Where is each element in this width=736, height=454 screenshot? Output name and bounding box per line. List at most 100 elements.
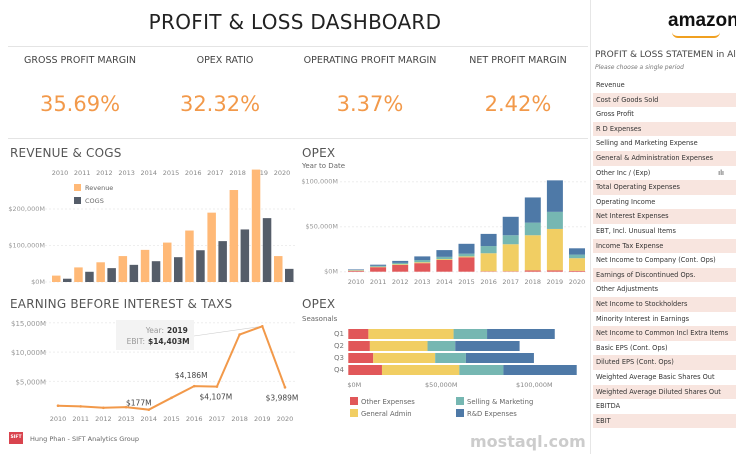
pl-row-item[interactable]: Total Operating Expenses bbox=[593, 180, 736, 195]
pl-row-item[interactable]: Minority Interest in Earnings bbox=[596, 314, 690, 323]
pl-row-item[interactable]: Selling and Marketing Expense bbox=[596, 139, 698, 148]
pl-row-item[interactable]: Net Income to Company (Cont. Ops) bbox=[596, 256, 716, 265]
ebit-point bbox=[192, 384, 196, 388]
other-expenses-segment bbox=[436, 260, 453, 272]
pl-row-item[interactable]: Cost of Goods Sold bbox=[593, 92, 736, 108]
pl-row-item[interactable]: Weighted Average Diluted Shares Out bbox=[593, 384, 736, 400]
pl-row-item[interactable]: Other Adjustments bbox=[596, 285, 659, 294]
pl-row-item[interactable]: EBITDA bbox=[596, 402, 621, 411]
x-tick-label: 2016 bbox=[185, 169, 202, 177]
selling-marketing-segment bbox=[453, 329, 488, 339]
other-expenses-segment bbox=[414, 263, 431, 272]
pl-row-item[interactable]: Earnings of Discontinued Ops. bbox=[593, 267, 736, 283]
x-tick-label: 2020 bbox=[277, 415, 294, 423]
legend-swatch bbox=[456, 397, 464, 405]
ebit-point bbox=[79, 405, 82, 408]
pl-row-item[interactable]: Other Inc / (Exp) ılı bbox=[593, 166, 736, 181]
kpi-net-margin-value: 2.42% bbox=[484, 92, 552, 116]
pl-row-item[interactable]: Net Income to Stockholders bbox=[593, 297, 736, 312]
pl-row-item[interactable]: Diluted EPS (Cont. Ops) bbox=[593, 355, 736, 370]
ebit-point bbox=[238, 333, 241, 336]
pl-row-item[interactable]: EBIT bbox=[593, 413, 736, 429]
pl-row-item[interactable]: Gross Profit bbox=[596, 110, 634, 119]
rd-expenses-segment bbox=[524, 197, 541, 223]
x-tick-label: 2019 bbox=[254, 415, 271, 423]
x-tick-label: 2014 bbox=[436, 278, 453, 286]
pl-row-item[interactable]: Net Income to Common Incl Extra Items bbox=[593, 326, 736, 341]
legend-label: Revenue bbox=[85, 184, 113, 192]
x-tick-label: 2016 bbox=[480, 278, 497, 286]
rd-expenses-segment bbox=[370, 264, 387, 266]
divider bbox=[8, 46, 588, 47]
x-tick-label: 2014 bbox=[141, 169, 158, 177]
other-expenses-segment bbox=[392, 264, 409, 272]
revenue-bar bbox=[207, 212, 216, 282]
general-admin-segment bbox=[546, 228, 563, 271]
pl-statement-subtitle: Please choose a single period bbox=[595, 64, 684, 71]
y-tick-label: $0M bbox=[324, 268, 338, 276]
amazon-smile-icon bbox=[672, 32, 720, 38]
kpi-gross-profit-margin-label: GROSS PROFIT MARGIN bbox=[24, 55, 136, 66]
kpi-opex-ratio-label: OPEX RATIO bbox=[196, 55, 254, 66]
x-tick-label: 2010 bbox=[50, 415, 67, 423]
pl-row-item[interactable]: R D Expenses bbox=[593, 121, 736, 137]
x-tick-label: 2017 bbox=[502, 278, 519, 286]
rd-expenses-segment bbox=[569, 248, 585, 255]
rd-expenses-segment bbox=[392, 260, 409, 263]
opex-ytd-subtitle: Year to Date bbox=[302, 162, 346, 170]
rd-expenses-segment bbox=[502, 216, 519, 236]
other-expenses-segment bbox=[348, 341, 370, 351]
pl-row-item[interactable]: General & Administration Expenses bbox=[593, 151, 736, 166]
other-expenses-segment bbox=[348, 270, 364, 272]
pl-row-item[interactable]: Revenue bbox=[596, 81, 625, 89]
legend-label: COGS bbox=[85, 197, 104, 205]
other-expenses-segment bbox=[370, 267, 387, 272]
pl-row-item[interactable]: Basic EPS (Cont. Ops) bbox=[596, 343, 668, 352]
bar-chart-icon[interactable]: ılı bbox=[718, 168, 724, 177]
pl-statement-panel bbox=[590, 0, 736, 454]
cogs-bar bbox=[151, 261, 161, 282]
cogs-bar bbox=[129, 264, 139, 282]
x-tick-label: 2018 bbox=[229, 169, 246, 177]
x-tick-label: 2014 bbox=[141, 415, 158, 423]
rd-expenses-segment bbox=[480, 233, 497, 247]
pl-row-item[interactable]: EBT, Incl. Unusual Items bbox=[596, 227, 676, 235]
selling-marketing-segment bbox=[459, 365, 504, 375]
selling-marketing-segment bbox=[392, 262, 409, 265]
tooltip-leader bbox=[193, 326, 263, 337]
x-tick-label: 2015 bbox=[458, 278, 475, 286]
x-tick-label: $0M bbox=[347, 381, 361, 389]
legend-label: Other Expenses bbox=[361, 398, 415, 406]
legend-swatch bbox=[350, 397, 358, 405]
selling-marketing-segment bbox=[569, 254, 585, 259]
pl-row-item[interactable]: Net Interest Expenses bbox=[593, 209, 736, 224]
rd-expenses-segment bbox=[546, 180, 563, 212]
x-tick-label: 2015 bbox=[163, 169, 180, 177]
pl-row-item[interactable]: Operating Income bbox=[596, 197, 656, 206]
legend-swatch bbox=[74, 184, 81, 191]
revenue-bar bbox=[74, 267, 83, 282]
pl-row-item[interactable]: Weighted Average Basic Shares Out bbox=[596, 373, 715, 381]
tooltip-year-label: Year: bbox=[145, 326, 164, 335]
x-tick-label: 2017 bbox=[207, 169, 224, 177]
other-expenses-segment bbox=[458, 257, 475, 272]
x-tick-label: $100,000M bbox=[516, 381, 553, 389]
page-title: PROFIT & LOSS DASHBOARD bbox=[148, 10, 442, 34]
revenue-bar bbox=[163, 242, 172, 282]
opex-seasonal-title: OPEX bbox=[302, 297, 336, 311]
rd-expenses-segment bbox=[503, 365, 577, 375]
selling-marketing-segment bbox=[458, 253, 475, 257]
ebit-point bbox=[102, 406, 105, 410]
x-tick-label: 2020 bbox=[569, 278, 586, 286]
y-tick-label: $15,000M bbox=[11, 320, 46, 328]
revenue-cogs-title: REVENUE & COGS bbox=[10, 146, 122, 160]
data-label: $4,107M bbox=[200, 393, 233, 402]
y-tick-label: $5,000M bbox=[15, 378, 46, 386]
pl-row-item[interactable]: Income Tax Expense bbox=[593, 238, 736, 254]
watermark: mostaql.com bbox=[470, 432, 586, 451]
cogs-bar bbox=[85, 271, 94, 282]
kpi-opex-ratio-value: 32.32% bbox=[179, 92, 261, 116]
rd-expenses-segment bbox=[458, 243, 475, 254]
rd-expenses-segment bbox=[348, 269, 364, 270]
general-admin-segment bbox=[524, 235, 541, 271]
